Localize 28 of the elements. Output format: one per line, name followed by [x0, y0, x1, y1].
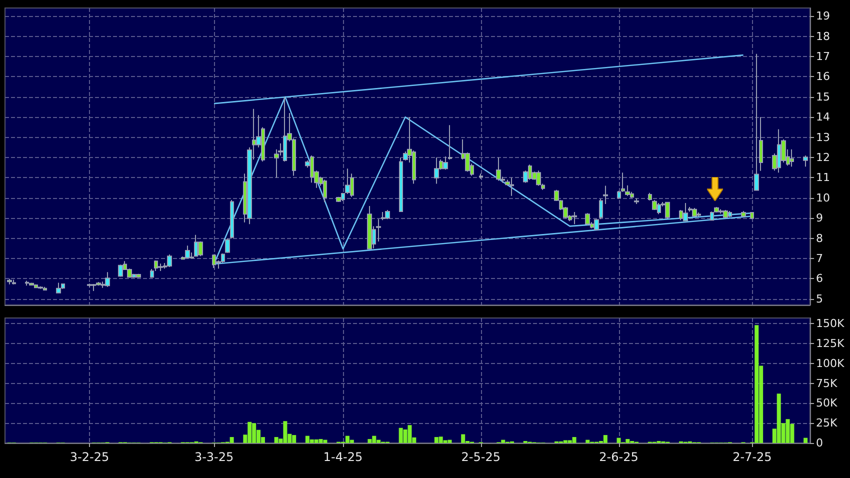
x-tick-label: 1-4-25	[323, 450, 363, 464]
y-tick-label: 11	[816, 171, 830, 184]
y-tick-label: 0	[816, 436, 823, 450]
y-tick-label: 7	[816, 252, 823, 266]
y-tick-label: 16	[816, 70, 830, 84]
y-tick-label: 75K	[816, 376, 838, 390]
x-tick-label: 2-5-25	[461, 450, 500, 464]
y-tick-label: 100K	[816, 356, 845, 370]
y-tick-label: 18	[816, 30, 830, 43]
y-tick-label: 5	[816, 292, 823, 306]
x-tick-label: 2-6-25	[599, 450, 638, 464]
y-tick-label: 50K	[816, 396, 838, 410]
y-tick-label: 17	[816, 50, 830, 63]
y-tick-label: 14	[816, 110, 830, 124]
y-tick-label: 125K	[816, 336, 845, 350]
y-tick-label: 9	[816, 212, 823, 225]
x-tick-label: 2-7-25	[732, 450, 772, 464]
y-tick-label: 10	[816, 191, 830, 204]
y-tick-label: 150K	[816, 317, 845, 330]
x-tick-label: 3-3-25	[194, 450, 234, 464]
y-tick-label: 6	[816, 272, 823, 286]
y-tick-label: 8	[816, 232, 823, 245]
y-tick-label: 15	[816, 90, 830, 104]
y-tick-label: 12	[816, 151, 830, 164]
x-tick-label: 3-2-25	[70, 450, 110, 464]
y-tick-label: 25K	[816, 416, 838, 430]
y-tick-label: 19	[816, 10, 830, 23]
y-tick-label: 13	[816, 130, 830, 144]
